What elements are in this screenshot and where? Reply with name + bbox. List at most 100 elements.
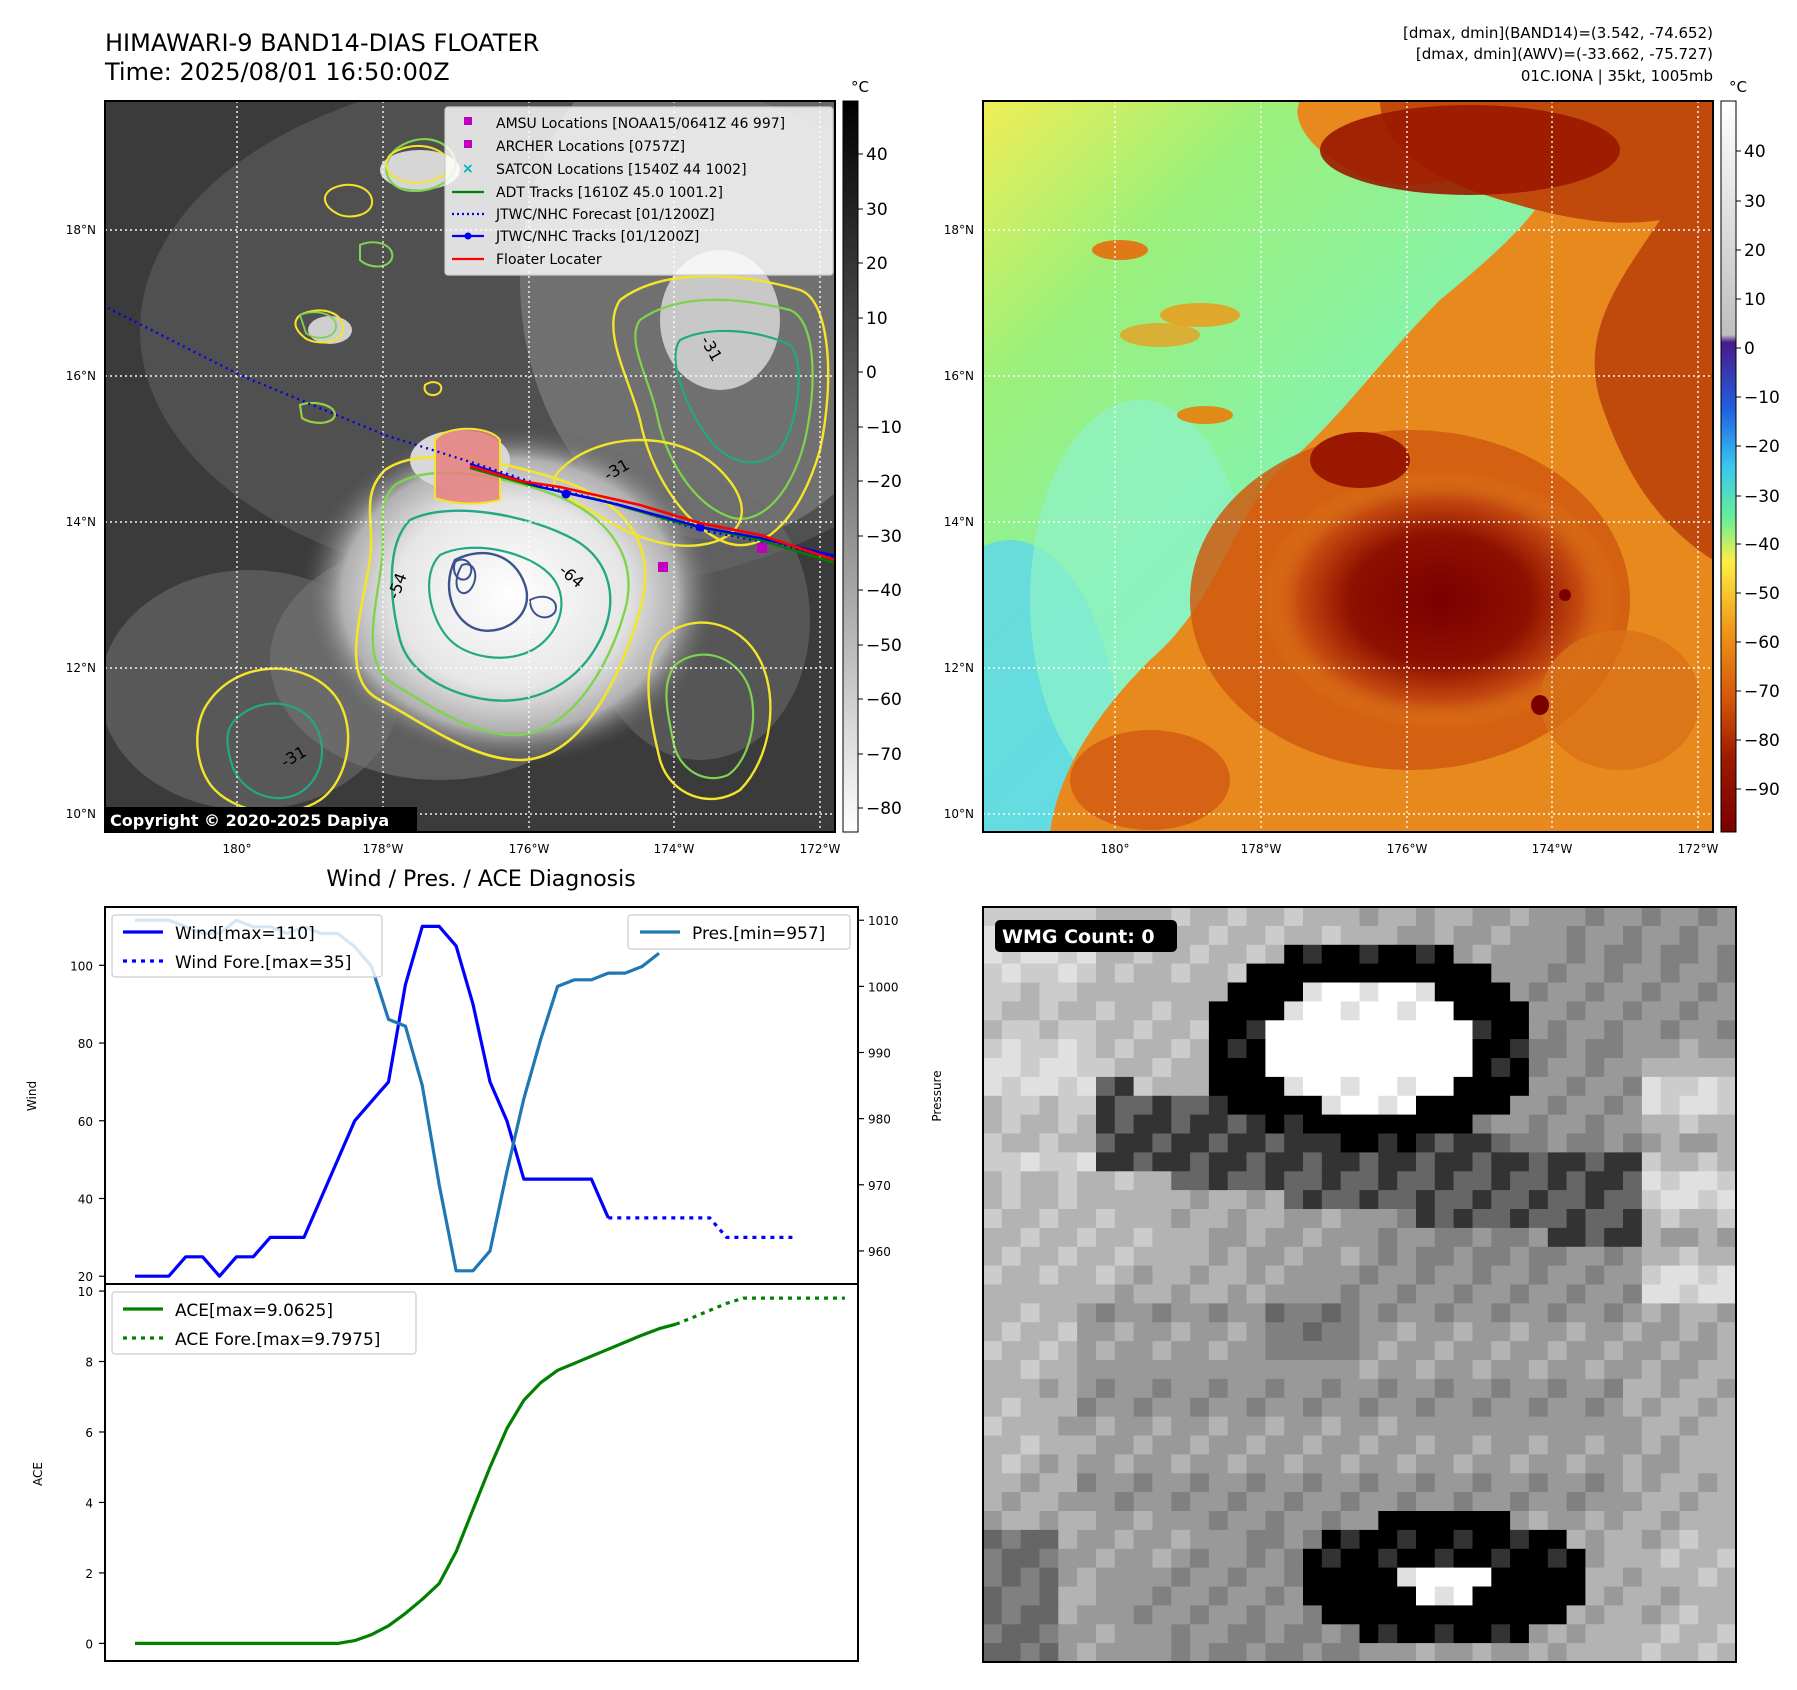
wmg-cell	[1585, 1246, 1605, 1267]
wmg-cell	[1303, 1020, 1323, 1040]
wmg-cell	[1096, 1529, 1116, 1550]
wmg-cell	[1453, 907, 1473, 927]
wmg-cell	[1340, 1416, 1361, 1437]
wmg-cell	[1641, 1303, 1662, 1323]
wmg-cell	[1378, 925, 1398, 946]
wmg-cell	[1660, 1190, 1681, 1210]
wmg-cell	[1679, 1001, 1699, 1021]
wmg-cell	[1660, 1227, 1681, 1248]
wmg-cell	[1378, 1209, 1398, 1229]
wmg-cell	[1208, 1360, 1229, 1380]
legend-wind-forecast: Wind Fore.[max=35]	[175, 953, 351, 973]
wmg-cell	[1171, 1341, 1191, 1361]
wmg-cell	[1585, 1548, 1605, 1569]
wmg-cell	[1058, 1322, 1078, 1342]
wmg-cell	[1660, 1586, 1681, 1606]
wmg-cell	[1265, 1095, 1285, 1116]
wmg-cell	[1227, 1435, 1248, 1455]
wmg-cell	[1133, 1341, 1153, 1361]
wmg-cell	[1528, 1492, 1549, 1512]
wmg-cell	[1020, 1360, 1040, 1380]
wmg-cell	[1397, 1548, 1417, 1569]
wmg-cell	[1698, 1435, 1718, 1455]
wmg-cell	[1246, 1171, 1266, 1191]
wmg-cell	[1566, 1397, 1586, 1418]
wmg-cell	[1058, 1529, 1078, 1550]
wmg-cell	[1039, 1152, 1059, 1172]
wmg-cell	[1547, 1039, 1568, 1059]
wmg-cell	[1491, 1095, 1511, 1116]
wmg-cell	[1171, 1058, 1191, 1078]
wmg-cell	[1491, 1586, 1511, 1606]
wmg-cell	[1397, 1284, 1417, 1304]
wmg-cell	[1171, 1133, 1191, 1153]
wmg-cell	[1340, 1435, 1361, 1455]
wmg-cell	[1717, 1511, 1736, 1531]
wmg-cell	[1077, 1209, 1097, 1229]
wmg-cell	[1133, 1643, 1153, 1662]
wmg-cell	[1284, 1322, 1304, 1342]
wmg-cell	[1453, 1095, 1473, 1116]
wmg-cell	[1096, 982, 1116, 1002]
wmg-cell	[1717, 1624, 1736, 1644]
wmg-cell	[1152, 1114, 1172, 1135]
wmg-cell	[983, 1473, 1003, 1493]
wmg-cell	[1340, 907, 1361, 927]
wmg-cell	[1340, 1529, 1361, 1550]
wmg-cell	[1039, 1529, 1059, 1550]
wmg-cell	[1397, 1511, 1417, 1531]
wmg-cell	[1152, 1511, 1172, 1531]
wmg-cell	[1152, 1360, 1172, 1380]
wmg-cell	[1096, 1246, 1116, 1267]
wmg-cell	[1171, 1586, 1191, 1606]
wmg-cell	[1152, 1397, 1172, 1418]
wmg-cell	[1604, 1001, 1624, 1021]
wmg-cell	[1340, 1227, 1361, 1248]
wmg-cell	[1585, 1360, 1605, 1380]
wmg-cell	[1039, 1567, 1059, 1588]
wmg-cell	[1058, 1511, 1078, 1531]
wmg-cell	[1434, 1378, 1455, 1399]
wmg-cell	[1434, 1095, 1455, 1116]
wmg-cell	[1717, 1454, 1736, 1474]
wmg-cell	[1227, 1397, 1248, 1418]
wmg-cell	[1378, 1511, 1398, 1531]
wmg-cell	[1114, 1416, 1135, 1437]
wmg-cell	[1453, 1001, 1473, 1021]
wmg-cell	[1058, 1095, 1078, 1116]
wmg-cell	[1227, 1039, 1248, 1059]
wmg-cell	[1604, 1624, 1624, 1644]
wmg-cell	[1190, 1227, 1210, 1248]
wmg-cell	[1660, 1378, 1681, 1399]
wmg-cell	[1547, 1227, 1568, 1248]
wmg-cell	[1416, 1133, 1436, 1153]
floater-locator-line	[469, 464, 835, 562]
wmg-cell	[1265, 925, 1285, 946]
wmg-cell	[1453, 1076, 1473, 1097]
wmg-cell	[1434, 1605, 1455, 1625]
lon-label: 172°W	[1678, 842, 1719, 856]
ace-tick-label: 10	[78, 1285, 93, 1299]
wmg-cell	[1679, 1605, 1699, 1625]
wmg-cell	[1397, 1001, 1417, 1021]
wmg-cell	[1547, 1133, 1568, 1153]
wmg-cell	[1001, 1058, 1022, 1078]
legend-satcon: SATCON Locations [1540Z 44 1002]	[496, 162, 747, 178]
wmg-cell	[1717, 1473, 1736, 1493]
wmg-cell	[1171, 1643, 1191, 1662]
wmg-cell	[1133, 1001, 1153, 1021]
wmg-cell	[1208, 1643, 1229, 1662]
wmg-cell	[1265, 1643, 1285, 1662]
wmg-cell	[1510, 1473, 1530, 1493]
wmg-cell	[1284, 1473, 1304, 1493]
wmg-cell	[1566, 1473, 1586, 1493]
wmg-cell	[1623, 1246, 1643, 1267]
wmg-cell	[1284, 944, 1304, 965]
wind-tick-label: 20	[78, 1270, 93, 1284]
wmg-cell	[1077, 1435, 1097, 1455]
wmg-cell	[1246, 1095, 1266, 1116]
wmg-cell	[1265, 1209, 1285, 1229]
wmg-cell	[1416, 907, 1436, 927]
wmg-cell	[1641, 1397, 1662, 1418]
wmg-cell	[1039, 963, 1059, 984]
